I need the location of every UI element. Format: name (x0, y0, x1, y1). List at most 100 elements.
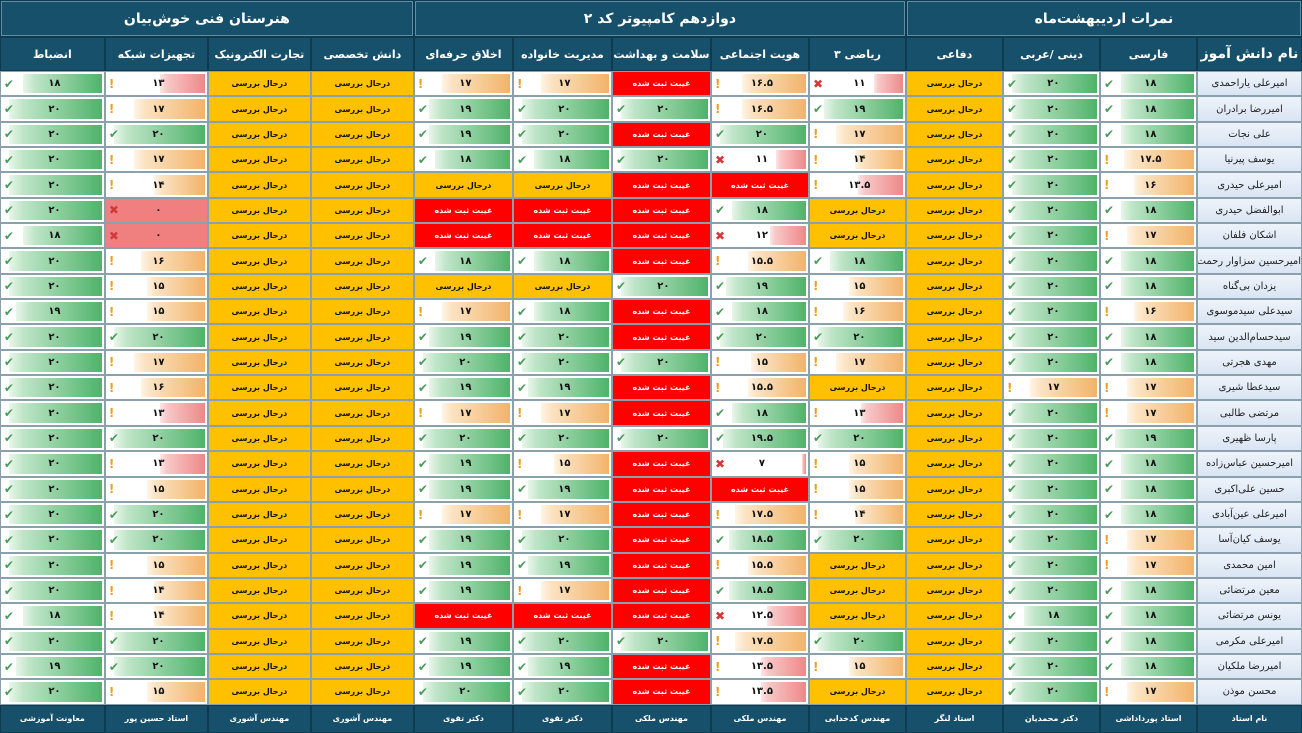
score-cell: ۲۰ ✔ (1003, 324, 1100, 350)
score-bar (861, 403, 903, 423)
status-pending: درحال بررسی (310, 552, 414, 578)
exclamation-icon: ! (812, 659, 819, 674)
score-bar (9, 251, 102, 271)
score-value: ۱۸ (558, 306, 571, 318)
score-value: ۱۷ (558, 585, 571, 597)
score-value: ۱۸ (1144, 585, 1157, 597)
score-cell: ۲۰ ✔ (1003, 400, 1100, 426)
checkmark-icon: ✔ (1104, 203, 1115, 218)
score-bar (620, 99, 708, 119)
teacher-name: مهندس آشوری (207, 704, 311, 733)
checkmark-icon: ✔ (615, 279, 627, 294)
score-bar (9, 175, 102, 195)
score-cell: ۱۳! (104, 451, 208, 477)
score-bar (729, 530, 806, 550)
checkmark-icon: ✔ (417, 659, 428, 674)
status-pending: درحال بررسی (207, 679, 311, 705)
checkmark-icon: ✔ (1007, 659, 1018, 674)
checkmark-icon: ✔ (1104, 659, 1115, 674)
status-pending: درحال بررسی (905, 375, 1003, 401)
score-cell: ۲۰ ✔ (1003, 248, 1100, 274)
score-bar (422, 428, 510, 449)
score-bar (429, 530, 510, 550)
checkmark-icon: ✔ (3, 228, 14, 243)
score-cell: ۲۰ ✔ (0, 197, 105, 224)
score-bar (848, 656, 903, 677)
cross-icon: ✖ (812, 76, 824, 91)
score-cell: ۱۲.۵ ✖ (710, 603, 809, 629)
score-bar (1114, 428, 1194, 449)
table-row: سیدعلی سیدموسوی ۱۶! ۲۰ ✔ درحال بررسی ۱۶! ۱۸ ✔ غی… (0, 299, 1302, 325)
score-value: ۰ (155, 204, 162, 216)
score-cell: ۱۸ ✔ (1100, 628, 1197, 654)
checkmark-icon: ✔ (714, 279, 726, 294)
exclamation-icon: ! (108, 583, 115, 598)
score-bar (858, 175, 903, 195)
score-value: ۱۳.۵ (750, 686, 773, 698)
score-value: ۱۵.۵ (750, 559, 773, 571)
score-cell: ۱۵.۵! (710, 248, 809, 274)
score-cell: ۱۸.۵ ✔ (710, 527, 809, 553)
checkmark-icon: ✔ (516, 558, 528, 573)
score-bar (160, 454, 205, 474)
status-pending: درحال بررسی (207, 223, 311, 249)
score-value: ۱۶ (1144, 306, 1157, 318)
status-absent: غیبت ثبت شده (611, 248, 711, 274)
teacher-footer-row: نام استاد استاد پورداداشی دکتر محمدیان استا… (0, 704, 1302, 733)
score-value: ۱۸ (1144, 78, 1157, 90)
checkmark-icon: ✔ (1007, 228, 1018, 243)
score-cell: ۱۸ ✔ (413, 147, 513, 173)
score-value: ۲۰ (1047, 661, 1060, 673)
score-bar (1124, 150, 1194, 170)
score-cell: ۲۰ ✔ (808, 628, 906, 654)
checkmark-icon: ✔ (1007, 152, 1018, 167)
status-pending: درحال بررسی (207, 172, 311, 198)
score-value: ۱۶.۵ (750, 78, 773, 90)
score-cell: ۱۸ ✔ (1100, 451, 1197, 477)
score-value: ۲۰ (459, 432, 472, 444)
score-value: ۱۴ (152, 610, 165, 622)
score-cell: ۱۲ ✖ (710, 223, 809, 249)
score-bar (823, 99, 903, 119)
score-value: ۲۰ (152, 534, 165, 546)
checkmark-icon: ✔ (1007, 254, 1018, 269)
checkmark-icon: ✔ (516, 254, 528, 269)
status-pending: درحال بررسی (310, 299, 414, 325)
exclamation-icon: ! (714, 507, 721, 522)
student-name: معین مرتضائی (1197, 577, 1302, 604)
score-cell: ۲۰ ✔ (611, 349, 711, 376)
score-value: ۲۰ (1047, 78, 1060, 90)
score-value: ۱۷ (459, 306, 472, 318)
exclamation-icon: ! (108, 406, 115, 421)
status-pending: درحال بررسی (207, 552, 311, 578)
score-value: ۱۹ (459, 635, 472, 647)
score-cell: ۲۰ ✔ (1003, 299, 1100, 325)
score-value: ۲۰ (558, 686, 571, 698)
status-pending: درحال بررسی (310, 96, 414, 122)
status-pending: درحال بررسی (905, 349, 1003, 376)
score-cell: ۲۰ ✔ (512, 121, 612, 148)
checkmark-icon: ✔ (516, 482, 528, 497)
score-cell: ۱۷! (1100, 527, 1197, 553)
column-header-farsi: فارسی (1100, 37, 1197, 71)
checkmark-icon: ✔ (417, 152, 428, 167)
score-cell: ۲۰ ✔ (512, 679, 612, 705)
score-value: ۲۰ (1047, 585, 1060, 597)
exclamation-icon: ! (1007, 380, 1013, 395)
score-bar (1121, 276, 1194, 297)
score-cell: ۱۹ ✔ (808, 96, 906, 122)
score-value: ۱۵ (853, 483, 866, 495)
status-absent: غیبت ثبت شده (611, 451, 711, 477)
status-pending: درحال بررسی (905, 172, 1003, 198)
score-bar (147, 302, 205, 322)
score-cell: ۱۸ ✔ (1100, 96, 1197, 122)
checkmark-icon: ✔ (3, 684, 14, 699)
score-bar (770, 226, 806, 246)
checkmark-icon: ✔ (1007, 558, 1018, 573)
status-pending: درحال بررسی (413, 172, 513, 198)
score-cell: ۱۵! (808, 273, 906, 300)
score-cell: ۱۸ ✔ (710, 197, 809, 224)
score-cell: ۱۷! (413, 71, 513, 97)
score-value: ۲۰ (1047, 407, 1060, 419)
student-name: امیرعلی حیدری (1197, 172, 1302, 198)
